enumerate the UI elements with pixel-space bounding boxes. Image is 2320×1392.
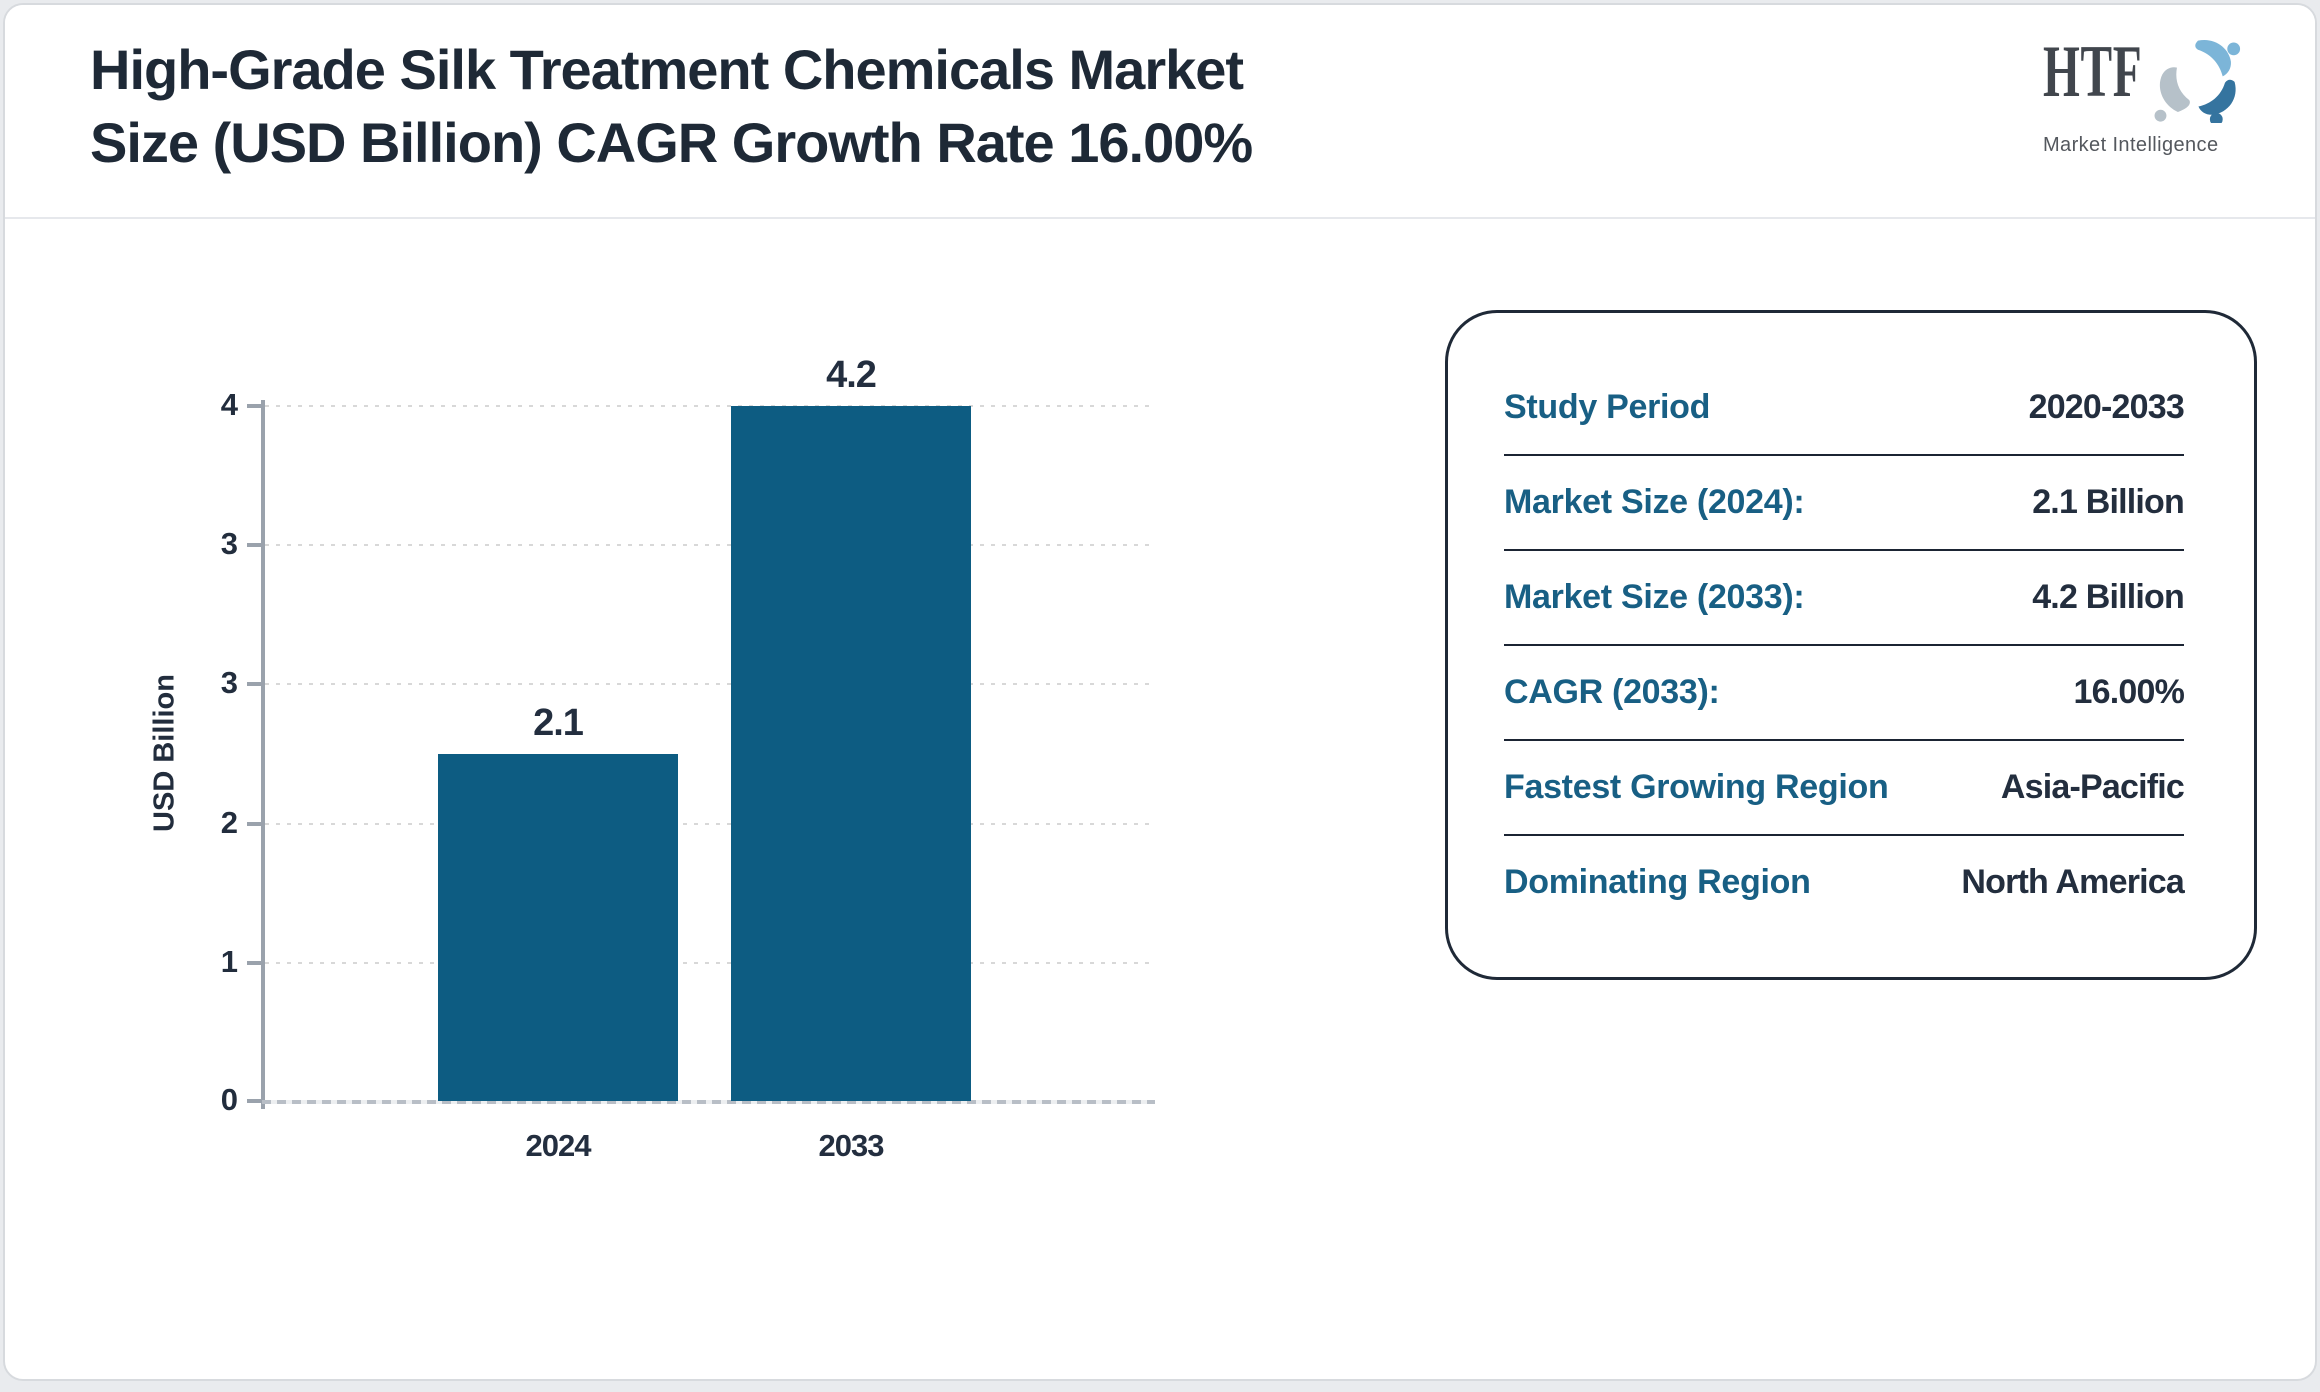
- htf-logo-row: HTF: [2043, 35, 2253, 128]
- summary-row-dominating-region: Dominating Region North America: [1504, 836, 2185, 929]
- y-tick: [247, 682, 262, 686]
- bar-2033: 4.2: [731, 354, 971, 1101]
- x-axis-label-2033: 2033: [818, 1128, 885, 1163]
- summary-row-study-period: Study Period 2020-2033: [1504, 361, 2185, 456]
- y-tick-label: 3: [220, 665, 238, 700]
- summary-label: Market Size (2024):: [1504, 483, 1805, 521]
- y-tick: [247, 822, 262, 826]
- gridline: [265, 823, 1155, 825]
- gridline: [265, 405, 1155, 407]
- htf-swirl-icon: [2152, 37, 2244, 128]
- x-axis-label-2024: 2024: [525, 1128, 592, 1163]
- summary-value: North America: [1961, 863, 2184, 901]
- y-tick-label: 0: [220, 1082, 238, 1117]
- y-tick-label: 4: [220, 387, 238, 422]
- y-tick: [247, 961, 262, 965]
- bar-2024: 2.1: [438, 702, 678, 1101]
- gridline: [265, 544, 1155, 546]
- page-title: High-Grade Silk Treatment Chemicals Mark…: [90, 33, 1253, 179]
- summary-label: Fastest Growing Region: [1504, 768, 1889, 806]
- summary-row-market-size-2024: Market Size (2024): 2.1 Billion: [1504, 456, 2185, 551]
- y-tick: [247, 1099, 262, 1103]
- y-tick-label: 2: [220, 805, 238, 840]
- summary-row-market-size-2033: Market Size (2033): 4.2 Billion: [1504, 551, 2185, 646]
- gridline: [265, 683, 1155, 685]
- y-axis-line: [261, 400, 265, 1109]
- y-tick-label: 3: [220, 526, 238, 561]
- bar-value-2033: 4.2: [826, 354, 877, 396]
- y-tick: [247, 404, 262, 408]
- y-tick: [247, 543, 262, 547]
- summary-value: 2.1 Billion: [2032, 483, 2185, 521]
- report-card: High-Grade Silk Treatment Chemicals Mark…: [3, 3, 2317, 1381]
- summary-label: Study Period: [1504, 388, 1711, 426]
- summary-label: CAGR (2033):: [1504, 673, 1720, 711]
- gridline: [265, 962, 1155, 964]
- page-title-line-2: Size (USD Billion) CAGR Growth Rate 16.0…: [90, 111, 1253, 174]
- htf-logo: HTF Market Intelligence: [2043, 35, 2253, 157]
- summary-value: Asia-Pacific: [2000, 768, 2185, 806]
- market-summary-rows: Study Period 2020-2033 Market Size (2024…: [1504, 361, 2185, 929]
- summary-value: 2020-2033: [2028, 388, 2185, 426]
- page-title-line-1: High-Grade Silk Treatment Chemicals Mark…: [90, 38, 1244, 101]
- summary-value: 4.2 Billion: [2032, 578, 2185, 616]
- htf-logo-subtext: Market Intelligence: [2043, 134, 2219, 156]
- header: High-Grade Silk Treatment Chemicals Mark…: [5, 5, 2315, 219]
- y-tick-label: 1: [220, 944, 238, 979]
- summary-row-cagr: CAGR (2033): 16.00%: [1504, 646, 2185, 741]
- y-axis-title: USD Billion: [148, 674, 181, 832]
- market-summary-panel: Study Period 2020-2033 Market Size (2024…: [1445, 310, 2257, 980]
- htf-logo-text: HTF: [2043, 31, 2143, 113]
- summary-label: Dominating Region: [1504, 863, 1811, 901]
- bar-value-2024: 2.1: [533, 701, 584, 744]
- summary-label: Market Size (2033):: [1504, 578, 1805, 616]
- x-axis-line: [262, 1100, 1155, 1104]
- bar-chart: 4 3 3 2 1 0 2.1 4.2 2024 2033: [221, 354, 1155, 1163]
- summary-value: 16.00%: [2073, 673, 2184, 711]
- summary-row-fastest-growing-region: Fastest Growing Region Asia-Pacific: [1504, 741, 2185, 836]
